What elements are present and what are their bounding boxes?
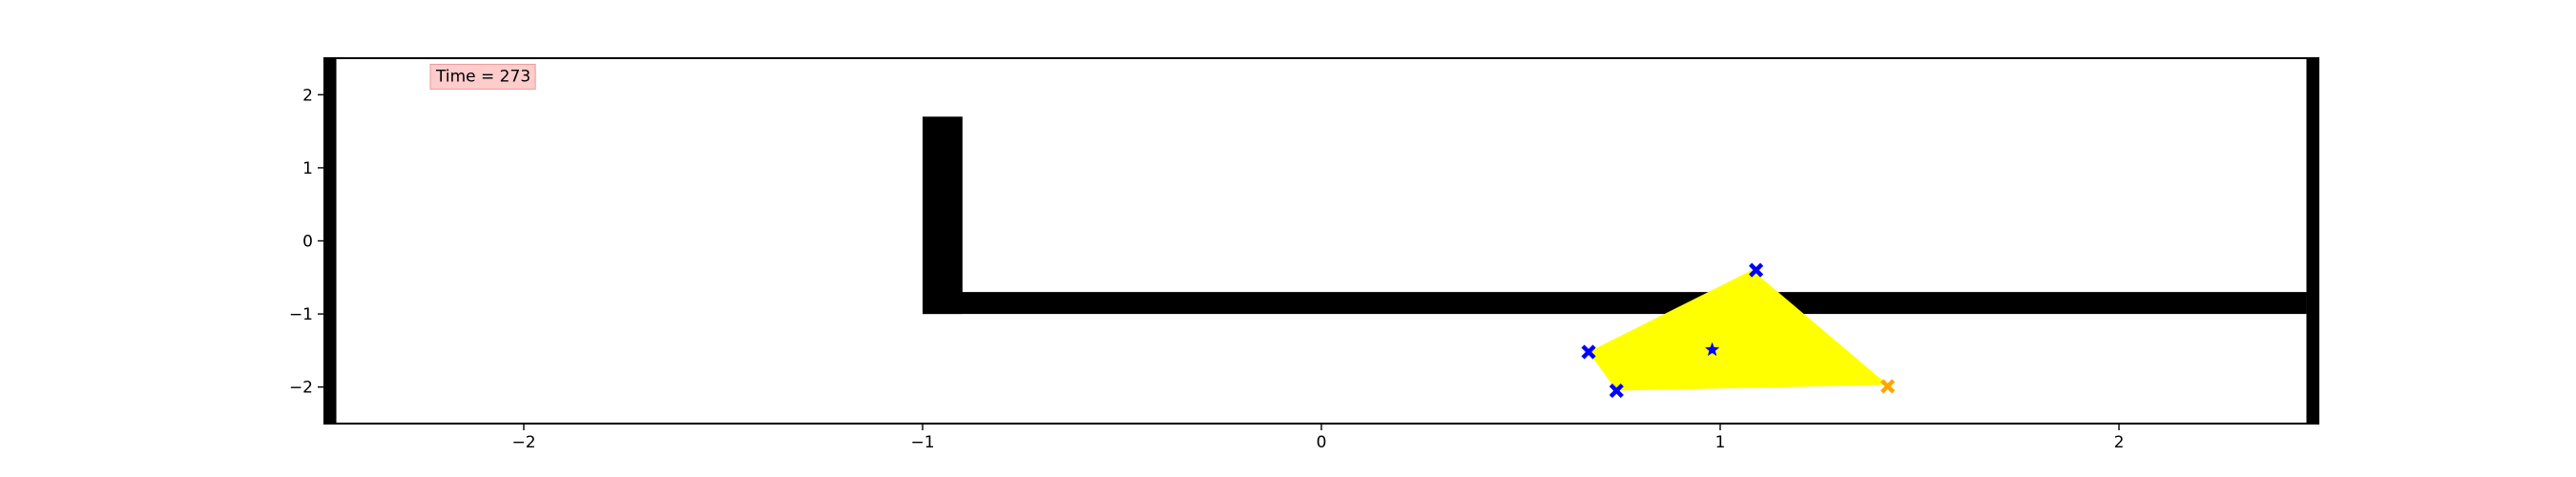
x-tick-label: −2 bbox=[511, 433, 535, 452]
x-marker-2 bbox=[1749, 262, 1764, 278]
x-tick-label: 0 bbox=[1317, 433, 1327, 452]
y-tick-label: 2 bbox=[302, 86, 313, 105]
x-tick-label: −1 bbox=[910, 433, 934, 452]
time-annotation-box bbox=[429, 63, 536, 90]
wall-2 bbox=[923, 116, 963, 315]
y-axis-ticks: −2 −1 0 1 2 bbox=[289, 86, 324, 398]
wall-1 bbox=[2306, 58, 2318, 424]
region-polygon bbox=[1589, 270, 1888, 391]
x-marker-3 bbox=[1880, 379, 1896, 394]
y-tick-label: 1 bbox=[302, 159, 313, 178]
wall-0 bbox=[324, 58, 337, 424]
walls bbox=[324, 58, 2318, 424]
x-marker-0 bbox=[1581, 344, 1596, 360]
y-tick-label: −2 bbox=[289, 379, 313, 398]
x-marker-1 bbox=[1609, 383, 1624, 399]
time-annotation: Time = 273 bbox=[429, 63, 536, 90]
x-tick-label: 2 bbox=[2114, 433, 2125, 452]
x-axis-ticks: −2 −1 0 1 2 bbox=[511, 424, 2124, 452]
x-tick-label: 1 bbox=[1715, 433, 1726, 452]
wall-3 bbox=[923, 292, 2307, 315]
time-annotation-text: Time = 273 bbox=[435, 67, 530, 86]
markers bbox=[1581, 262, 1896, 399]
y-tick-label: 0 bbox=[302, 233, 313, 252]
star-marker-4 bbox=[1705, 342, 1720, 357]
region bbox=[1589, 270, 1888, 391]
y-tick-label: −1 bbox=[289, 305, 313, 324]
